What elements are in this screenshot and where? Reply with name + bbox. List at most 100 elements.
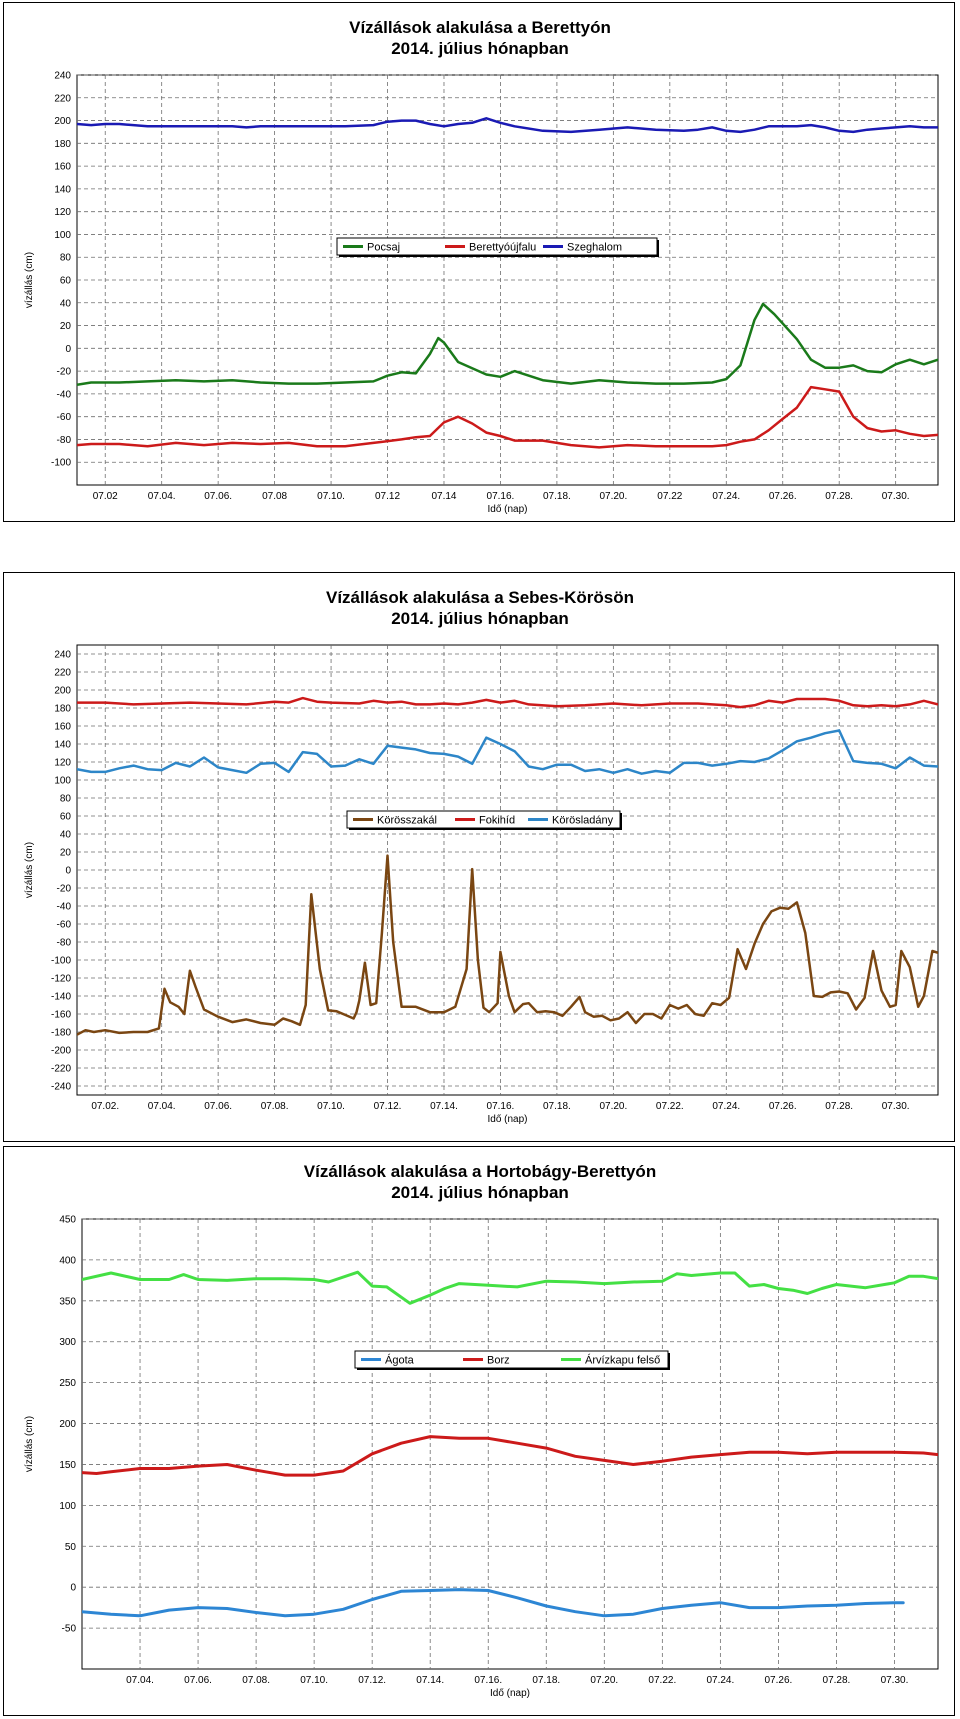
x-tick-label: 07.08 xyxy=(262,491,287,502)
legend-label-borz: Borz xyxy=(487,1355,510,1367)
y-tick-label: -60 xyxy=(57,412,72,423)
chart-title: Vízállások alakulása a Sebes-Körösön xyxy=(326,588,634,607)
chart-svg: Vízállások alakulása a Hortobágy-Beretty… xyxy=(24,1162,939,1699)
x-tick-label: 07.12. xyxy=(358,1675,386,1686)
x-tick-label: 07.22. xyxy=(648,1675,676,1686)
series-line-arvizkapu-felso xyxy=(82,1270,938,1305)
y-tick-label: 150 xyxy=(59,1460,76,1471)
legend-label-berettyoujfalu: Berettyóújfalu xyxy=(469,242,536,254)
chart-title: Vízállások alakulása a Berettyón xyxy=(349,18,611,37)
chart-panel-hortobagy-berettyo: Vízállások alakulása a Hortobágy-Beretty… xyxy=(3,1146,955,1716)
y-tick-label: 0 xyxy=(65,866,71,877)
x-tick-label: 07.02 xyxy=(93,491,118,502)
y-tick-label: 100 xyxy=(54,776,71,787)
x-tick-label: 07.04. xyxy=(148,491,176,502)
y-tick-label: 40 xyxy=(60,298,72,309)
x-tick-label: 07.28. xyxy=(823,1675,851,1686)
plot-area xyxy=(81,1218,939,1670)
x-tick-label: 07.16. xyxy=(487,1101,515,1112)
x-tick-label: 07.12. xyxy=(374,1101,402,1112)
y-tick-label: 300 xyxy=(59,1337,76,1348)
y-tick-label: -40 xyxy=(57,389,72,400)
chart-svg: Vízállások alakulása a Sebes-Körösön2014… xyxy=(24,588,939,1125)
x-tick-label: 07.14 xyxy=(431,491,456,502)
x-tick-label: 07.30. xyxy=(881,1675,909,1686)
x-tick-label: 07.06. xyxy=(184,1675,212,1686)
x-tick-label: 07.30. xyxy=(882,1101,910,1112)
x-tick-label: 07.12 xyxy=(375,491,400,502)
x-tick-label: 07.30. xyxy=(882,491,910,502)
chart-panel-berettyo: Vízállások alakulása a Berettyón 2014. jú… xyxy=(3,2,955,522)
chart-panel-sebes-koros: Vízállások alakulása a Sebes-Körösön 2014… xyxy=(3,572,955,1142)
y-tick-label: 40 xyxy=(60,830,72,841)
y-tick-label: 60 xyxy=(60,812,72,823)
x-tick-label: 07.16. xyxy=(487,491,515,502)
chart-svg: Vízállások alakulása a Berettyón 2014. jú… xyxy=(24,18,939,515)
y-tick-label: -60 xyxy=(57,920,72,931)
y-tick-label: -120 xyxy=(51,974,71,985)
x-tick-label: 07.22 xyxy=(657,491,682,502)
x-tick-label: 07.26. xyxy=(765,1675,793,1686)
y-tick-label: 140 xyxy=(54,740,71,751)
y-tick-label: 200 xyxy=(54,116,71,127)
series-line-korosladany xyxy=(77,729,938,775)
y-tick-label: 0 xyxy=(65,344,71,355)
series-line-pocsaj xyxy=(77,302,938,387)
y-tick-label: -40 xyxy=(57,902,72,913)
y-tick-label: 120 xyxy=(54,758,71,769)
x-tick-label: 07.24. xyxy=(706,1675,734,1686)
y-tick-label: 20 xyxy=(60,321,72,332)
y-tick-label: 240 xyxy=(54,71,71,82)
y-tick-label: 60 xyxy=(60,276,72,287)
x-tick-label: 07.06. xyxy=(204,491,232,502)
legend-label-korosszakal: Körösszakál xyxy=(377,815,437,827)
y-tick-label: 50 xyxy=(65,1542,77,1553)
x-axis-label: Idő (nap) xyxy=(487,504,527,515)
chart-subtitle: 2014. július hónapban xyxy=(391,1183,569,1202)
y-tick-label: 120 xyxy=(54,207,71,218)
legend-label-korosladany: Körösladány xyxy=(552,815,614,827)
x-tick-label: 07.04. xyxy=(148,1101,176,1112)
x-tick-label: 07.02. xyxy=(91,1101,119,1112)
x-axis-label: Idő (nap) xyxy=(487,1114,527,1125)
series-line-borz xyxy=(82,1435,938,1477)
y-tick-label: 0 xyxy=(70,1583,76,1594)
y-tick-label: -20 xyxy=(57,884,72,895)
y-tick-label: -80 xyxy=(57,938,72,949)
y-tick-label: -100 xyxy=(51,956,71,967)
y-tick-label: -80 xyxy=(57,435,72,446)
y-tick-label: 80 xyxy=(60,794,72,805)
y-tick-label: 100 xyxy=(59,1501,76,1512)
x-tick-label: 07.28. xyxy=(825,1101,853,1112)
series-line-korosszakal xyxy=(77,854,938,1036)
y-tick-label: -100 xyxy=(51,458,71,469)
x-tick-label: 07.20. xyxy=(599,491,627,502)
series-line-berettyoujfalu xyxy=(77,385,938,449)
y-tick-label: 20 xyxy=(60,848,72,859)
x-tick-label: 07.08. xyxy=(261,1101,289,1112)
x-tick-label: 07.04. xyxy=(126,1675,154,1686)
x-tick-label: 07.18. xyxy=(543,491,571,502)
y-tick-label: 140 xyxy=(54,184,71,195)
x-tick-label: 07.26. xyxy=(769,491,797,502)
x-tick-label: 07.20. xyxy=(599,1101,627,1112)
y-tick-label: 100 xyxy=(54,230,71,241)
y-axis-label: vízállás (cm) xyxy=(24,252,35,308)
y-tick-label: 180 xyxy=(54,704,71,715)
x-tick-label: 07.10. xyxy=(317,1101,345,1112)
y-tick-label: -200 xyxy=(51,1046,71,1057)
legend-label-pocsaj: Pocsaj xyxy=(367,242,400,254)
x-tick-label: 07.06. xyxy=(204,1101,232,1112)
y-tick-label: 250 xyxy=(59,1378,76,1389)
x-tick-label: 07.18. xyxy=(543,1101,571,1112)
chart-title: Vízállások alakulása a Hortobágy-Beretty… xyxy=(304,1162,656,1181)
series-line-szeghalom xyxy=(77,117,938,134)
x-tick-label: 07.28. xyxy=(825,491,853,502)
x-tick-label: 07.26. xyxy=(769,1101,797,1112)
legend-box xyxy=(354,1350,669,1369)
y-tick-label: 160 xyxy=(54,722,71,733)
x-tick-label: 07.24. xyxy=(712,491,740,502)
chart-subtitle: 2014. július hónapban xyxy=(391,609,569,628)
y-axis-label: vízállás (cm) xyxy=(24,842,35,898)
x-tick-label: 07.14. xyxy=(430,1101,458,1112)
